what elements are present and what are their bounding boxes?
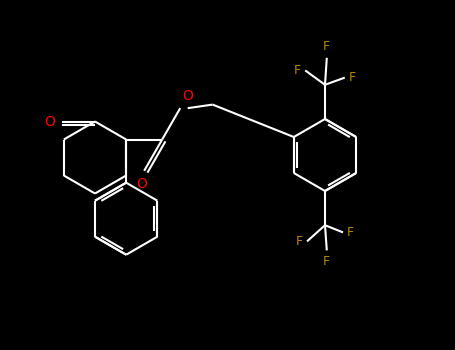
Text: O: O: [136, 177, 147, 191]
Text: F: F: [347, 226, 354, 239]
Text: F: F: [323, 256, 330, 268]
Text: F: F: [323, 40, 330, 53]
Text: F: F: [294, 64, 301, 77]
Text: O: O: [45, 114, 56, 128]
Text: F: F: [296, 235, 303, 248]
Text: F: F: [349, 71, 356, 84]
Text: O: O: [182, 89, 193, 103]
